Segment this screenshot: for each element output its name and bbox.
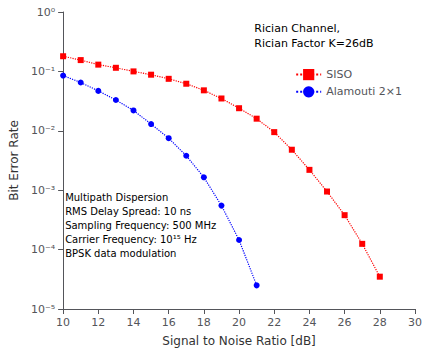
svg-text:SISO: SISO [326, 68, 352, 81]
svg-text:Rician Channel,: Rician Channel, [254, 22, 340, 35]
svg-text:Multipath Dispersion: Multipath Dispersion [65, 192, 168, 203]
svg-text:10⁻³: 10⁻³ [31, 184, 55, 197]
svg-text:BPSK data modulation: BPSK data modulation [65, 248, 176, 259]
svg-text:18: 18 [197, 316, 211, 329]
svg-text:Signal to Noise Ratio [dB]: Signal to Noise Ratio [dB] [162, 334, 315, 348]
svg-text:10⁻⁴: 10⁻⁴ [31, 243, 56, 256]
svg-text:Rician Factor K=26dB: Rician Factor K=26dB [254, 37, 373, 50]
svg-text:Alamouti 2×1: Alamouti 2×1 [326, 85, 402, 98]
svg-text:16: 16 [162, 316, 176, 329]
svg-text:10: 10 [56, 316, 70, 329]
svg-text:10⁻²: 10⁻² [31, 124, 55, 137]
svg-text:Sampling Frequency: 500 MHz: Sampling Frequency: 500 MHz [65, 220, 216, 231]
svg-text:RMS Delay Spread: 10 ns: RMS Delay Spread: 10 ns [65, 206, 191, 217]
svg-text:26: 26 [338, 316, 352, 329]
svg-text:22: 22 [267, 316, 281, 329]
svg-text:24: 24 [302, 316, 316, 329]
svg-text:10⁰: 10⁰ [37, 6, 56, 19]
svg-text:Carrier Frequency: 10¹⁵ Hz: Carrier Frequency: 10¹⁵ Hz [65, 234, 197, 245]
svg-text:28: 28 [373, 316, 387, 329]
svg-text:10⁻⁵: 10⁻⁵ [31, 303, 55, 316]
svg-text:14: 14 [126, 316, 140, 329]
svg-text:12: 12 [91, 316, 105, 329]
svg-text:10⁻¹: 10⁻¹ [31, 65, 55, 78]
svg-text:20: 20 [232, 316, 246, 329]
svg-text:30: 30 [408, 316, 422, 329]
svg-text:Bit Error Rate: Bit Error Rate [7, 120, 21, 201]
